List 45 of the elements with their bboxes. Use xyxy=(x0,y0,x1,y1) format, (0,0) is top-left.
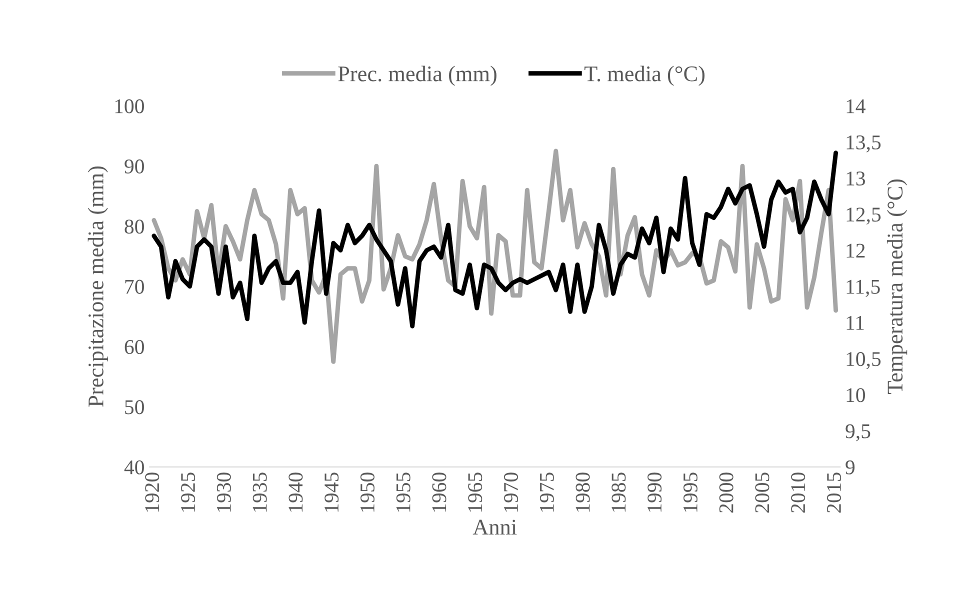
y-tick-label: 50 xyxy=(125,400,144,414)
x-tick-label: 2005 xyxy=(755,472,770,513)
x-tick-label: 1930 xyxy=(216,472,231,512)
y-tick-label: 60 xyxy=(124,340,144,354)
y2-tick-label: 13,5 xyxy=(846,135,881,152)
y2-tick-label: 10,5 xyxy=(846,352,881,370)
y2-tick-label: 13 xyxy=(846,172,865,186)
y2-tick-label: 10 xyxy=(846,388,865,402)
x-tick-label: 1975 xyxy=(540,472,554,512)
x-tick-label: 1965 xyxy=(468,472,482,512)
x-tick-label: 2010 xyxy=(791,472,806,513)
x-tick-label: 1985 xyxy=(612,472,626,512)
y-axis-title: Precipitazione media (mm) xyxy=(88,166,108,407)
x-tick-label: 1950 xyxy=(360,472,374,512)
x-tick-label: 1925 xyxy=(181,472,196,512)
x-tick-label: 2015 xyxy=(826,472,842,513)
y2-tick-label: 9,5 xyxy=(846,424,870,442)
line-series xyxy=(152,150,838,328)
y-tick-label: 80 xyxy=(124,220,144,234)
y-tick-label: 100 xyxy=(115,99,144,114)
x-tick-label: 1990 xyxy=(648,472,662,512)
y2-tick-label: 11,5 xyxy=(846,280,880,297)
y-tick-label: 90 xyxy=(124,159,144,174)
x-tick-label: 1995 xyxy=(683,472,698,512)
y2-axis-title: Temperatura media (°C) xyxy=(886,179,908,394)
y-tick-label: 70 xyxy=(125,280,144,294)
y2-tick-label: 14 xyxy=(846,99,866,114)
y-tick-label: 40 xyxy=(124,460,144,474)
y2-tick-label: 12 xyxy=(846,244,865,258)
y2-tick-label: 12,5 xyxy=(846,208,881,225)
x-tick-label: 2000 xyxy=(719,472,734,513)
x-tick-label: 1940 xyxy=(288,472,303,512)
x-tick-label: 1945 xyxy=(324,472,339,512)
line-series xyxy=(152,148,838,364)
x-tick-label: 1980 xyxy=(576,472,590,512)
legend-label: T. media (°C) xyxy=(584,66,705,86)
x-tick-label: 1955 xyxy=(396,472,410,512)
y2-tick-label: 11 xyxy=(846,316,864,330)
x-axis-title: Anni xyxy=(472,520,517,534)
x-tick-label: 1935 xyxy=(252,472,267,512)
x-tick-label: 1920 xyxy=(145,472,160,512)
x-tick-label: 1970 xyxy=(504,472,518,512)
x-tick-label: 1960 xyxy=(432,472,446,512)
legend-label: Prec. media (mm) xyxy=(338,66,496,86)
y2-tick-label: 9 xyxy=(846,460,855,474)
